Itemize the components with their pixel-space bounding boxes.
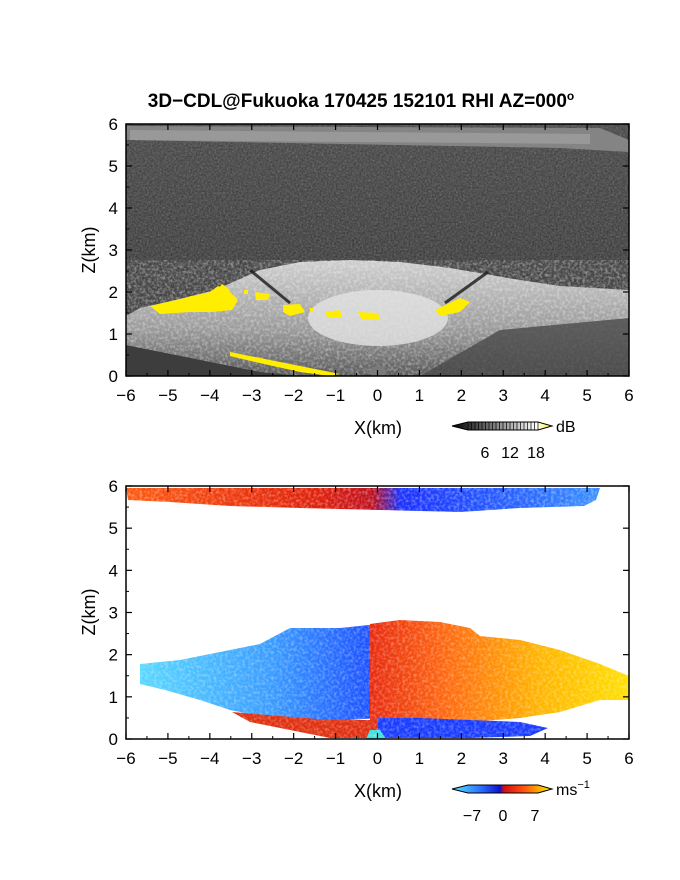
colorbar-unit: ms−1 xyxy=(556,779,590,799)
colorbar-tick: 0 xyxy=(499,808,508,825)
x-tick-label: 2 xyxy=(457,386,466,405)
y-tick-label: 1 xyxy=(109,688,118,707)
x-tick-label: 6 xyxy=(624,386,633,405)
x-tick-label: −2 xyxy=(284,386,303,405)
x-tick-label: −4 xyxy=(200,749,219,768)
backscatter-axes: −6 −5 −4 −3 −2 −1 0 1 2 3 4 5 6 0 1 2 3 4 5 6 xyxy=(109,115,634,405)
x-tick-label: 2 xyxy=(457,749,466,768)
x-tick-label: −5 xyxy=(158,386,177,405)
x-tick-label: 3 xyxy=(499,386,508,405)
x-tick-label: 4 xyxy=(540,749,549,768)
x-axis-label: X(km) xyxy=(354,418,402,438)
y-tick-label: 5 xyxy=(109,157,118,176)
velocity-field xyxy=(126,486,629,739)
x-tick-label: 1 xyxy=(415,749,424,768)
velocity-panel: −6 −5 −4 −3 −2 −1 0 1 2 3 4 5 6 0 1 2 3 4 5 6 X(km) Z(km) m… xyxy=(79,477,634,825)
x-tick-label: 4 xyxy=(540,386,549,405)
y-axis-label: Z(km) xyxy=(79,589,99,636)
y-tick-label: 6 xyxy=(109,477,118,496)
x-tick-label: 3 xyxy=(499,749,508,768)
y-tick-label: 4 xyxy=(109,561,118,580)
backscatter-field xyxy=(126,124,629,376)
y-tick-label: 5 xyxy=(109,519,118,538)
figure-title: 3D−CDL@Fukuoka 170425 152101 RHI AZ=000o xyxy=(148,89,575,112)
colorbar-tick: −7 xyxy=(463,808,481,825)
y-tick-label: 2 xyxy=(109,646,118,665)
colorbar-tick: 12 xyxy=(501,445,519,462)
x-tick-label: −6 xyxy=(116,749,135,768)
y-tick-label: 0 xyxy=(109,367,118,386)
velocity-axes: −6 −5 −4 −3 −2 −1 0 1 2 3 4 5 6 0 1 2 3 4 5 6 xyxy=(109,477,634,768)
y-tick-label: 3 xyxy=(109,604,118,623)
x-tick-label: −6 xyxy=(116,386,135,405)
colorbar-tick: 18 xyxy=(527,445,545,462)
y-tick-label: 4 xyxy=(109,199,118,218)
colorbar-unit: dB xyxy=(556,419,576,436)
x-tick-label: −3 xyxy=(242,749,261,768)
x-tick-label: 1 xyxy=(415,386,424,405)
backscatter-colorbar: dB 6 12 18 xyxy=(451,419,576,462)
x-tick-label: 0 xyxy=(373,386,382,405)
x-tick-label: 0 xyxy=(373,749,382,768)
x-tick-label: −1 xyxy=(326,386,345,405)
x-tick-label: 5 xyxy=(582,749,591,768)
y-tick-label: 6 xyxy=(109,115,118,134)
x-tick-label: −3 xyxy=(242,386,261,405)
x-tick-label: 6 xyxy=(624,749,633,768)
x-tick-label: −5 xyxy=(158,749,177,768)
colorbar-tick: 6 xyxy=(481,445,490,462)
y-axis-label: Z(km) xyxy=(79,227,99,274)
velocity-colorbar: ms−1 −7 0 7 xyxy=(451,779,590,825)
x-axis-label: X(km) xyxy=(354,781,402,801)
x-tick-label: −4 xyxy=(200,386,219,405)
colorbar-tick: 7 xyxy=(531,808,540,825)
y-tick-label: 3 xyxy=(109,241,118,260)
x-tick-label: −2 xyxy=(284,749,303,768)
cloud-base-yellow xyxy=(150,284,470,376)
y-tick-label: 1 xyxy=(109,325,118,344)
x-tick-label: −1 xyxy=(326,749,345,768)
x-tick-label: 5 xyxy=(582,386,591,405)
y-tick-label: 0 xyxy=(109,730,118,749)
y-tick-label: 2 xyxy=(109,283,118,302)
